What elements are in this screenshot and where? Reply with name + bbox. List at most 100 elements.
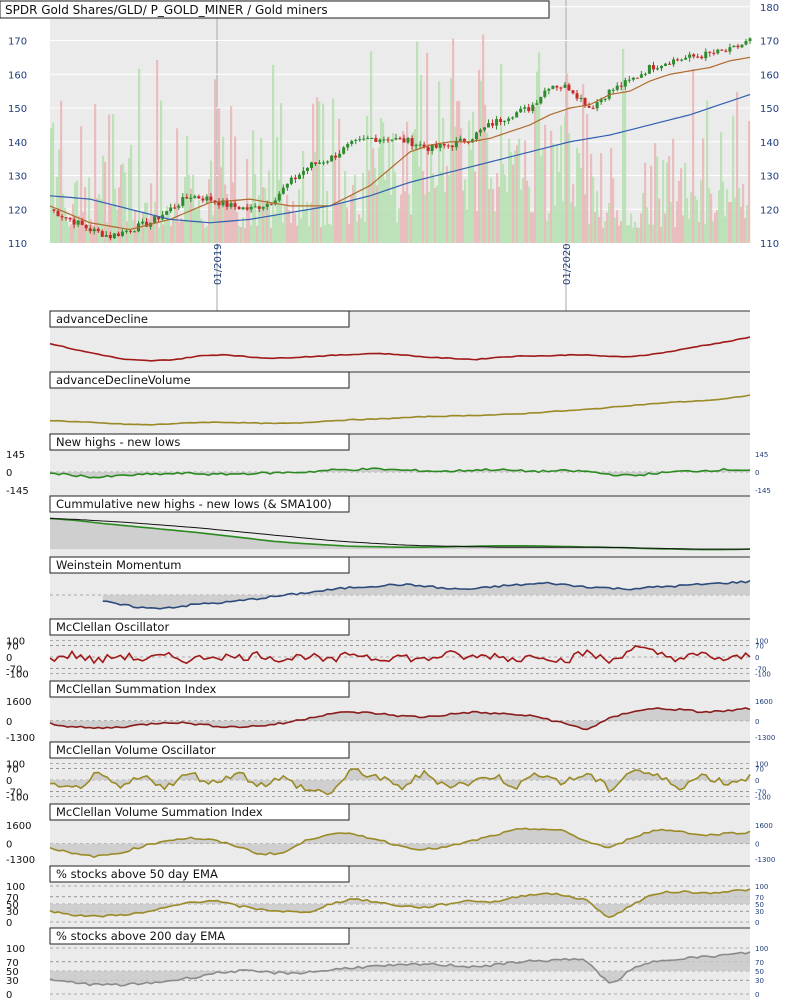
- volume-bar: [74, 182, 77, 243]
- volume-bar: [496, 173, 499, 243]
- x-tick-label: 01/2020: [562, 243, 573, 285]
- volume-bar: [226, 193, 229, 243]
- candle-body: [555, 85, 559, 88]
- volume-bar: [500, 63, 503, 244]
- volume-bar: [484, 104, 487, 244]
- volume-bar: [250, 225, 253, 243]
- volume-bar: [480, 80, 483, 244]
- volume-bar: [508, 138, 511, 243]
- indicator-title-box: [49, 618, 350, 636]
- volume-bar: [536, 71, 539, 243]
- volume-bar: [292, 201, 295, 243]
- candle-body: [740, 44, 744, 48]
- candle-body: [346, 144, 350, 148]
- indicator-tick-label-left: -70: [6, 664, 22, 675]
- candle-body: [217, 201, 221, 206]
- volume-bar: [672, 138, 675, 243]
- candle-body: [322, 162, 326, 164]
- volume-bar: [322, 103, 325, 244]
- indicator-tick-label-right: 30: [755, 908, 764, 916]
- volume-bar: [532, 212, 535, 243]
- candle-body: [185, 197, 189, 199]
- volume-bar: [572, 184, 575, 243]
- volume-bar: [96, 198, 99, 243]
- volume-bar: [596, 191, 599, 243]
- indicator-title-box: [49, 803, 350, 821]
- volume-bar: [446, 165, 449, 243]
- indicator-tick-label-right: 0: [755, 654, 759, 662]
- candle-body: [205, 196, 209, 201]
- candle-body: [515, 112, 519, 118]
- candle-body: [450, 145, 454, 148]
- volume-bar: [82, 212, 85, 243]
- volume-bar: [190, 188, 193, 243]
- volume-bar: [134, 210, 137, 243]
- volume-bar: [644, 162, 647, 243]
- volume-bar: [590, 153, 593, 243]
- volume-bar: [456, 101, 459, 243]
- volume-bar: [296, 225, 299, 243]
- indicator-series-line: [49, 888, 751, 919]
- volume-bar: [220, 167, 223, 243]
- volume-bar: [286, 194, 289, 243]
- volume-bar: [730, 201, 733, 243]
- volume-bar: [698, 222, 701, 243]
- volume-bar: [466, 209, 469, 243]
- candle-body: [318, 162, 322, 164]
- volume-bar: [634, 221, 637, 243]
- candle-body: [724, 50, 728, 52]
- volume-bar: [662, 159, 665, 243]
- volume-bar: [746, 204, 749, 243]
- candle-body: [539, 96, 543, 104]
- candle-body: [330, 155, 334, 162]
- candle-body: [599, 99, 603, 103]
- candle-body: [519, 108, 523, 113]
- volume-bar: [600, 153, 603, 243]
- volume-bar: [670, 201, 673, 243]
- volume-bar: [476, 211, 479, 243]
- candle-body: [732, 45, 736, 48]
- volume-bar: [430, 148, 433, 243]
- volume-bar: [606, 212, 609, 243]
- volume-bar: [178, 222, 181, 243]
- volume-bar: [246, 158, 249, 243]
- volume-bar: [620, 221, 623, 243]
- candle-body: [704, 51, 708, 59]
- indicator-tick-label-right: 0: [755, 718, 759, 726]
- candle-body: [442, 144, 446, 146]
- volume-bar: [410, 214, 413, 243]
- volume-bar: [412, 132, 415, 243]
- candle-body: [684, 57, 688, 60]
- chart-title: SPDR Gold Shares/GLD/ P_GOLD_MINER / Gol…: [5, 3, 328, 17]
- volume-bar: [116, 209, 119, 243]
- volume-bar: [254, 174, 257, 243]
- volume-bar: [100, 199, 103, 243]
- price-tick-label-left: 130: [8, 172, 27, 183]
- candle-body: [60, 216, 64, 218]
- volume-bar: [336, 204, 339, 243]
- volume-bar: [142, 212, 145, 243]
- candle-body: [668, 63, 672, 65]
- candle-body: [587, 106, 591, 108]
- candle-body: [225, 200, 229, 207]
- volume-bar: [550, 130, 553, 243]
- volume-bar: [566, 73, 569, 243]
- volume-bar: [716, 210, 719, 243]
- volume-bar: [540, 155, 543, 243]
- indicator-tick-label-right: 50: [755, 901, 764, 909]
- candle-body: [96, 228, 100, 232]
- indicator-tick-label-right: 145: [755, 451, 768, 459]
- volume-bar: [148, 218, 151, 243]
- indicator-panel-1: advanceDecline: [49, 310, 751, 373]
- volume-bar: [290, 223, 293, 243]
- volume-bar: [404, 191, 407, 243]
- volume-bar: [208, 179, 211, 243]
- volume-bar: [354, 174, 357, 243]
- volume-bar: [86, 227, 89, 243]
- candle-body: [201, 198, 205, 201]
- candle-body: [108, 235, 112, 239]
- candle-body: [237, 206, 241, 210]
- indicator-tick-label-left: 0: [6, 468, 12, 479]
- volume-bar: [352, 185, 355, 243]
- volume-bar: [164, 220, 167, 243]
